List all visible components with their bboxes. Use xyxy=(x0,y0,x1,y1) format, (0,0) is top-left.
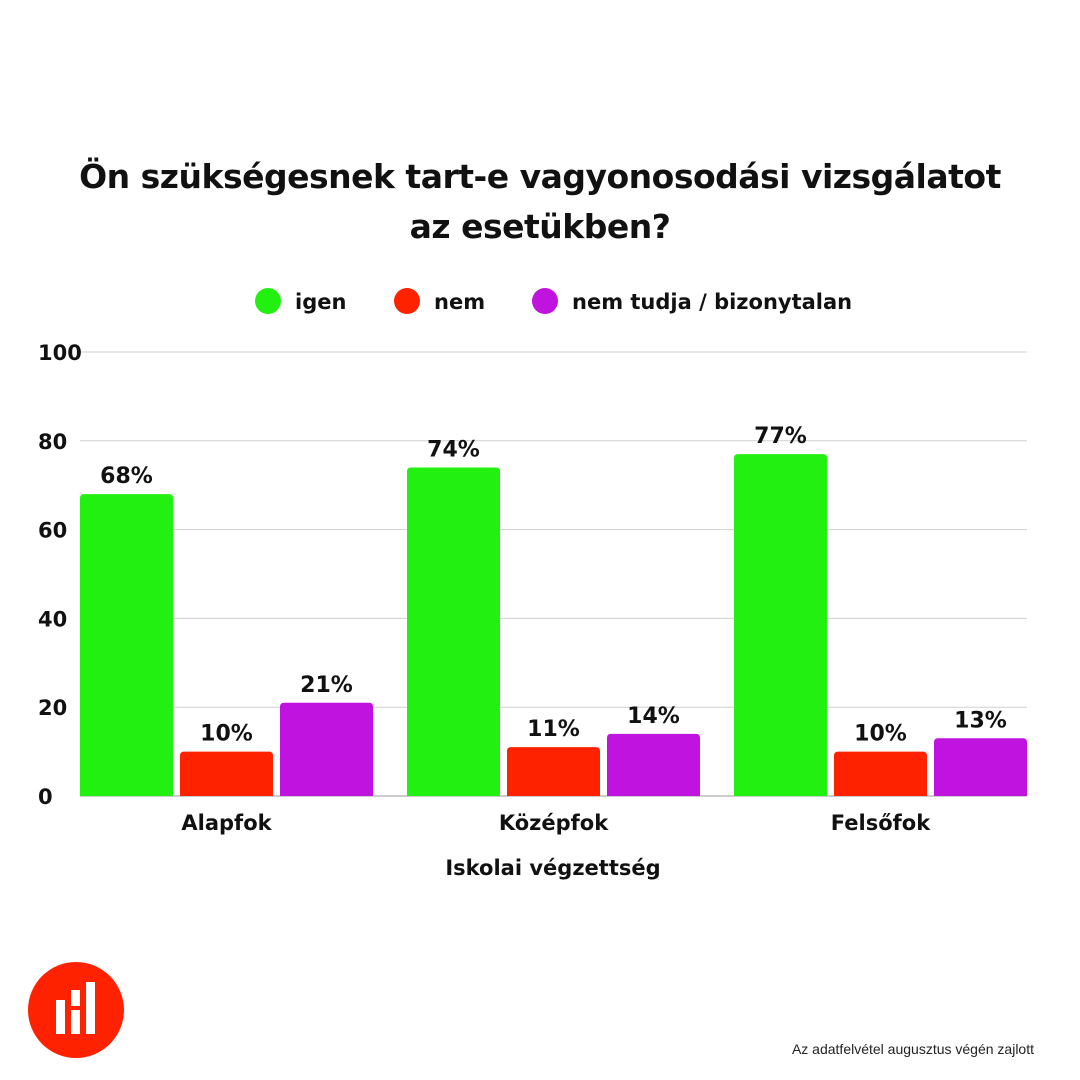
bar-Felsőfok-igen xyxy=(734,454,827,796)
data-label: 77% xyxy=(754,424,807,449)
data-label: 14% xyxy=(627,704,680,729)
y-tick-label: 60 xyxy=(38,519,67,543)
data-label: 10% xyxy=(200,722,253,747)
data-label: 13% xyxy=(954,708,1007,733)
legend-label: igen xyxy=(295,290,346,314)
data-label: 11% xyxy=(527,717,580,742)
bar-Felsőfok-nem-tudja-bizonytalan xyxy=(934,738,1027,796)
y-tick-label: 80 xyxy=(38,430,67,454)
bar-Középfok-igen xyxy=(407,467,500,796)
x-tick-label: Felsőfok xyxy=(831,811,931,835)
data-label: 10% xyxy=(854,722,907,747)
bar-Alapfok-nem xyxy=(180,751,273,796)
legend-label: nem xyxy=(434,290,485,314)
y-tick-label: 20 xyxy=(38,696,67,720)
data-label: 74% xyxy=(427,437,480,462)
data-label: 68% xyxy=(100,464,153,489)
chart-title: Ön szükségesnek tart-e vagyonosodási viz… xyxy=(79,157,1001,246)
brand-logo xyxy=(28,962,124,1058)
data-label: 21% xyxy=(300,673,353,698)
y-tick-label: 0 xyxy=(38,785,53,809)
bar-Alapfok-igen xyxy=(80,494,173,796)
legend-marker-igen xyxy=(255,288,281,314)
y-tick-label: 100 xyxy=(38,341,82,365)
bar-Alapfok-nem-tudja-bizonytalan xyxy=(280,702,373,796)
legend-marker-nem-tudja-bizonytalan xyxy=(532,288,558,314)
x-tick-label: Középfok xyxy=(499,811,609,835)
bar-Felsőfok-nem xyxy=(834,751,927,796)
footnote: Az adatfelvétel augusztus végén zajlott xyxy=(791,1041,1034,1057)
x-tick-label: Alapfok xyxy=(181,811,272,835)
y-tick-label: 40 xyxy=(38,607,67,631)
bar-Középfok-nem-tudja-bizonytalan xyxy=(607,733,700,796)
legend-label: nem tudja / bizonytalan xyxy=(572,290,852,314)
legend-marker-nem xyxy=(394,288,420,314)
bar-Középfok-nem xyxy=(507,747,600,796)
x-axis-title: Iskolai végzettség xyxy=(445,856,660,880)
